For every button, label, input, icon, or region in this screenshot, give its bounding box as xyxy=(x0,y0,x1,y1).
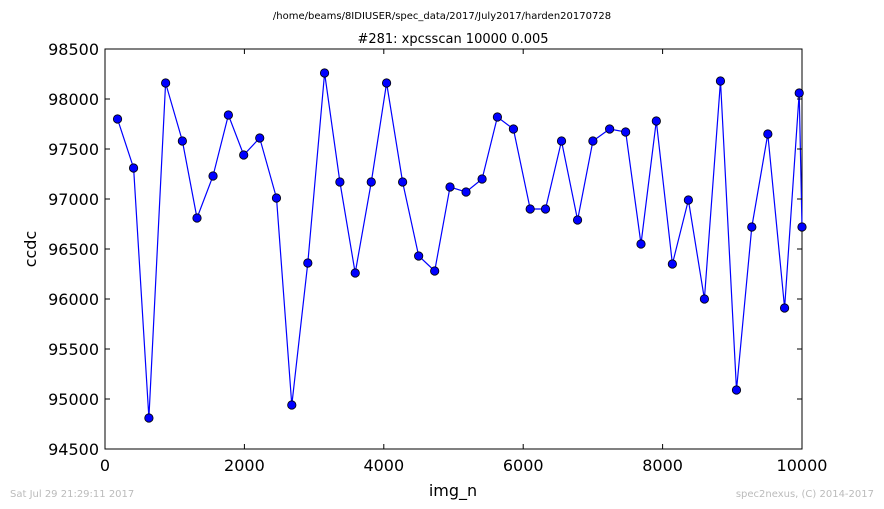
data-point xyxy=(161,78,171,88)
x-tick-label: 2000 xyxy=(224,456,265,475)
chart-title: #281: xpcsscan 10000 0.005 xyxy=(357,32,548,47)
plot-frame xyxy=(104,48,803,450)
data-point xyxy=(112,114,123,124)
data-point xyxy=(287,400,297,410)
data-point xyxy=(699,294,710,304)
data-point xyxy=(319,68,330,78)
data-point xyxy=(797,222,807,232)
y-tick-label: 96500 xyxy=(48,240,99,259)
data-point xyxy=(477,174,487,184)
x-tick-label: 4000 xyxy=(363,456,404,475)
x-tick-label: 8000 xyxy=(642,456,683,475)
data-point xyxy=(381,78,392,88)
y-axis-label: ccdc xyxy=(21,231,40,268)
x-axis-label: img_n xyxy=(429,481,477,501)
data-point xyxy=(303,258,313,268)
data-point xyxy=(651,116,661,126)
y-tick-label: 95000 xyxy=(48,390,99,409)
data-point xyxy=(430,266,440,276)
x-tick-label: 6000 xyxy=(503,456,544,475)
data-point xyxy=(794,88,804,98)
data-point xyxy=(223,110,233,120)
data-point xyxy=(621,127,631,137)
plot-area xyxy=(104,48,803,450)
data-point xyxy=(398,177,408,187)
y-tick-label: 98000 xyxy=(48,90,99,109)
data-point xyxy=(461,187,471,197)
data-point xyxy=(350,268,360,278)
x-tick-label: 0 xyxy=(100,456,110,475)
data-point xyxy=(636,239,646,249)
y-tick-label: 94500 xyxy=(48,440,99,459)
y-axis: 94500 95000 95500 96000 96500 97000 97500 98000… xyxy=(48,40,802,459)
data-point xyxy=(588,136,598,146)
data-point xyxy=(667,259,677,269)
y-tick-label: 97500 xyxy=(48,140,99,159)
data-point xyxy=(508,124,519,134)
data-point xyxy=(335,177,345,187)
data-point xyxy=(779,303,790,313)
data-point xyxy=(572,215,583,225)
data-point xyxy=(492,112,503,122)
chart-suptitle: /home/beams/8IDIUSER/spec_data/2017/July… xyxy=(273,11,611,22)
data-point xyxy=(255,133,265,143)
y-tick-label: 98500 xyxy=(48,40,99,59)
data-point xyxy=(144,413,154,423)
data-point xyxy=(271,193,282,203)
data-point xyxy=(731,385,742,395)
data-point xyxy=(366,177,376,187)
data-point xyxy=(605,124,615,134)
y-tick-label: 96000 xyxy=(48,290,99,309)
x-tick-label: 10000 xyxy=(777,456,828,475)
x-axis: 0 2000 4000 6000 8000 10000 xyxy=(100,49,828,475)
data-point xyxy=(128,163,139,173)
series-layer xyxy=(112,68,807,423)
footer-timestamp: Sat Jul 29 21:29:11 2017 xyxy=(10,489,134,500)
data-point xyxy=(208,171,218,181)
data-point xyxy=(683,195,693,205)
y-tick-label: 95500 xyxy=(48,340,99,359)
data-point xyxy=(177,136,187,146)
data-point xyxy=(414,251,424,261)
footer-credit: spec2nexus, (C) 2014-2017 xyxy=(736,489,874,500)
data-point xyxy=(525,204,535,214)
data-point xyxy=(445,182,455,192)
data-point xyxy=(192,213,202,223)
data-point xyxy=(556,136,567,146)
data-point xyxy=(239,150,249,160)
data-point xyxy=(715,76,726,86)
data-point xyxy=(763,129,773,139)
data-point xyxy=(747,222,757,232)
data-point xyxy=(540,204,551,214)
y-tick-label: 97000 xyxy=(48,190,99,209)
